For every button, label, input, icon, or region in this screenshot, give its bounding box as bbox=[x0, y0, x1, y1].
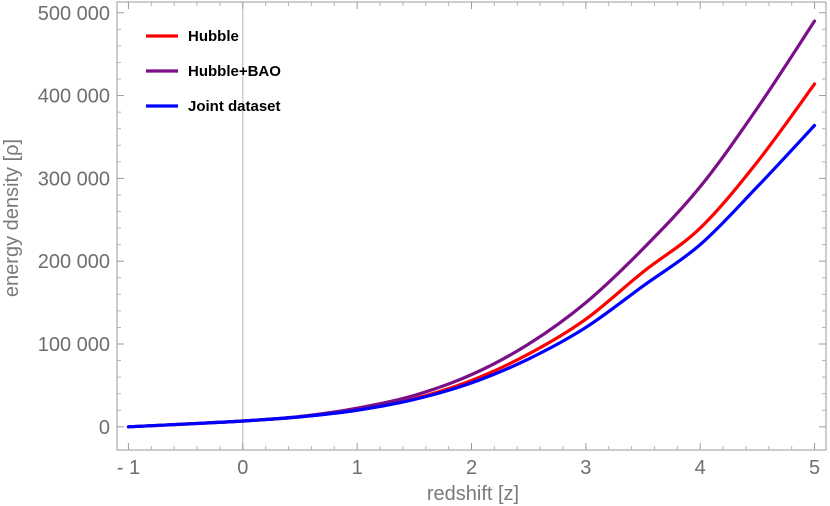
x-tick-label: - 1 bbox=[117, 457, 140, 479]
y-tick-label: 400 000 bbox=[38, 86, 110, 108]
y-tick-labels: 0 100 000 200 000 300 000 400 000 500 000 bbox=[38, 3, 110, 439]
series-line-hubble-bao bbox=[126, 19, 817, 429]
x-axis-title: redshift [z] bbox=[427, 483, 519, 505]
y-axis-title: energy density [ρ] bbox=[1, 139, 23, 297]
legend-label-joint-dataset: Joint dataset bbox=[188, 98, 281, 115]
y-tick-label: 500 000 bbox=[38, 3, 110, 25]
y-tick-label: 0 bbox=[99, 417, 110, 439]
x-tick-labels: - 1 0 1 2 3 4 5 bbox=[117, 457, 820, 479]
y-tick-label: 200 000 bbox=[38, 251, 110, 273]
tick-marks bbox=[117, 2, 826, 450]
x-tick-label: 0 bbox=[237, 457, 248, 479]
series-line-joint-dataset bbox=[126, 123, 817, 429]
legend-label-hubble-bao: Hubble+BAO bbox=[188, 63, 281, 80]
legend-label-hubble: Hubble bbox=[188, 28, 239, 45]
series-lines bbox=[126, 19, 817, 429]
x-tick-label: 4 bbox=[695, 457, 706, 479]
y-tick-label: 100 000 bbox=[38, 334, 110, 356]
legend: Hubble Hubble+BAO Joint dataset bbox=[146, 28, 281, 115]
x-tick-label: 1 bbox=[352, 457, 363, 479]
y-tick-label: 300 000 bbox=[38, 168, 110, 190]
x-tick-label: 3 bbox=[580, 457, 591, 479]
x-tick-label: 2 bbox=[466, 457, 477, 479]
x-tick-label: 5 bbox=[809, 457, 820, 479]
